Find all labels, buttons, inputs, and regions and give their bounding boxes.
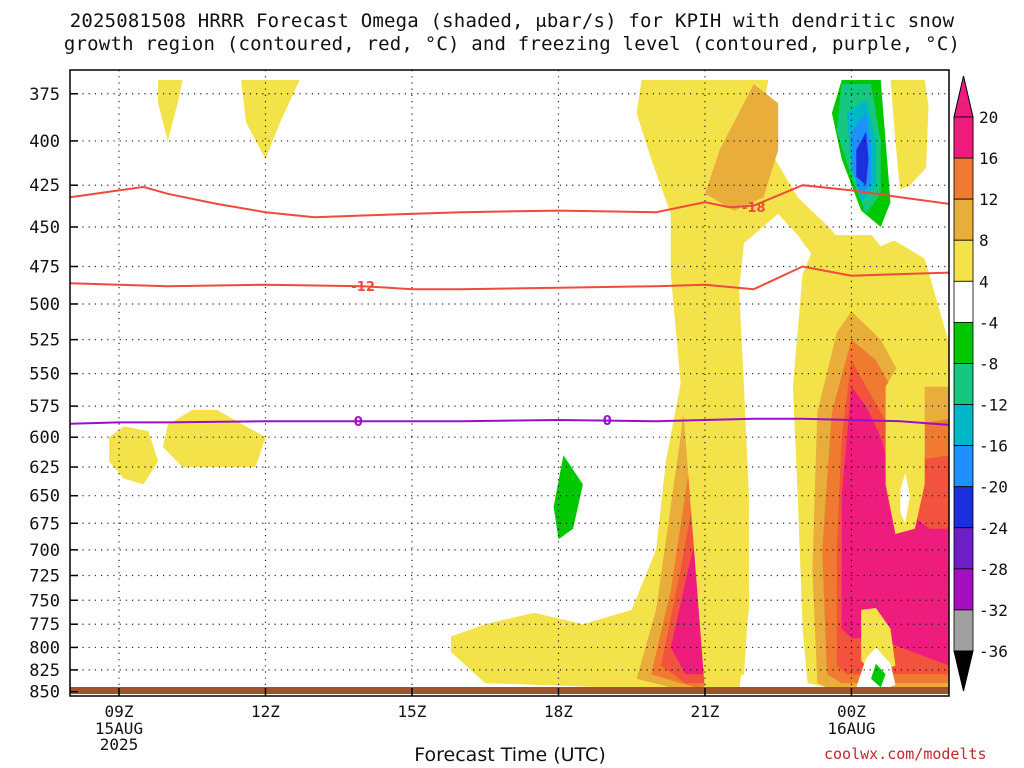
- colorbar-segment-1: [953, 157, 974, 200]
- site-credit: coolwx.com/modelts: [824, 745, 987, 763]
- colorbar-label--28: -28: [979, 560, 1008, 579]
- colorbar-bottom-arrow: [953, 650, 974, 692]
- y-tick-label-500: 500: [29, 295, 60, 315]
- colorbar-label-8: 8: [979, 231, 989, 250]
- omega-region-29: [924, 80, 949, 272]
- x-tick-label-09Z: 09Z: [105, 702, 134, 721]
- omega-region-31: [509, 271, 637, 563]
- colorbar-segment-9: [953, 486, 974, 529]
- colorbar-segment-8: [953, 445, 974, 488]
- y-tick-label-675: 675: [29, 514, 60, 534]
- colorbar-label--36: -36: [979, 642, 1008, 661]
- x-tick-label-21Z: 21Z: [691, 702, 720, 721]
- y-tick-label-550: 550: [29, 365, 60, 385]
- colorbar-label--24: -24: [979, 519, 1008, 538]
- omega-region-3: [241, 80, 300, 159]
- omega-region-18: [885, 353, 925, 534]
- colorbar-segment-3: [953, 239, 974, 282]
- colorbar-segment-10: [953, 527, 974, 570]
- omega-region-28: [856, 131, 869, 186]
- omega-region-5: [158, 549, 183, 622]
- colorbar-label-4: 4: [979, 272, 989, 291]
- contour-label-2: 0: [354, 415, 363, 430]
- x-tick-label-18Z: 18Z: [544, 702, 573, 721]
- dsgz-contour--12: [70, 265, 949, 291]
- x-axis-title: Forecast Time (UTC): [414, 744, 606, 766]
- colorbar-segment-7: [953, 404, 974, 447]
- colorbar-segment-4: [953, 280, 974, 323]
- y-tick-label-700: 700: [29, 541, 60, 561]
- y-tick-label-575: 575: [29, 397, 60, 417]
- x-tick-sublabel-00Z-0: 16AUG: [827, 719, 875, 738]
- x-tick-sublabel-09Z-0: 15AUG: [95, 719, 143, 738]
- colorbar-label-20: 20: [979, 108, 998, 127]
- colorbar-label--16: -16: [979, 437, 1008, 456]
- colorbar-segment-11: [953, 568, 974, 611]
- y-tick-label-625: 625: [29, 458, 60, 478]
- y-tick-label-800: 800: [29, 638, 60, 658]
- x-tick-sublabel-09Z-1: 2025: [100, 735, 139, 754]
- omega-region-0: [109, 426, 159, 485]
- omega-region-30: [900, 472, 910, 524]
- omega-region-11: [636, 80, 852, 692]
- freezing-level-contour-0: [70, 417, 949, 426]
- colorbar-segment-top: [953, 116, 974, 159]
- y-tick-label-725: 725: [29, 566, 60, 586]
- y-tick-label-425: 425: [29, 176, 60, 196]
- colorbar-segment-5: [953, 321, 974, 364]
- omega-region-1: [162, 409, 266, 467]
- y-tick-label-750: 750: [29, 591, 60, 611]
- x-tick-label-12Z: 12Z: [251, 702, 280, 721]
- colorbar-label--32: -32: [979, 601, 1008, 620]
- y-tick-label-650: 650: [29, 487, 60, 507]
- y-tick-label-850: 850: [29, 683, 60, 703]
- colorbar-segment-12: [953, 609, 974, 652]
- colorbar-label--20: -20: [979, 478, 1008, 497]
- omega-region-12: [705, 84, 779, 211]
- y-tick-label-375: 375: [29, 85, 60, 105]
- x-tick-label-00Z: 00Z: [837, 702, 866, 721]
- y-tick-label-400: 400: [29, 132, 60, 152]
- colorbar-segment-6: [953, 363, 974, 405]
- colorbar-label--12: -12: [979, 396, 1008, 415]
- chart-title-line-2: growth region (contoured, red, °C) and f…: [63, 33, 961, 55]
- y-tick-label-475: 475: [29, 257, 60, 277]
- colorbar-label-16: 16: [979, 149, 998, 168]
- colorbar-label-12: 12: [979, 190, 998, 209]
- contour-label-0: -18: [742, 201, 766, 216]
- y-tick-label-825: 825: [29, 661, 60, 681]
- ground-surface-band: [70, 687, 949, 694]
- colorbar-top-arrow: [953, 75, 974, 118]
- dsgz-contour--18: [70, 184, 949, 219]
- colorbar-label--4: -4: [979, 313, 998, 332]
- contour-label-1: -12: [351, 280, 375, 295]
- omega-region-21: [871, 663, 886, 688]
- colorbar-segment-2: [953, 198, 974, 241]
- y-tick-label-775: 775: [29, 615, 60, 635]
- contour-label-3: 0: [603, 414, 612, 429]
- y-tick-label-525: 525: [29, 331, 60, 351]
- y-tick-label-450: 450: [29, 218, 60, 238]
- omega-region-32: [553, 455, 583, 540]
- chart-title-line-1: 2025081508 HRRR Forecast Omega (shaded, …: [69, 10, 955, 32]
- x-tick-label-15Z: 15Z: [398, 702, 427, 721]
- plot-frame: [69, 69, 950, 697]
- colorbar-label--8: -8: [979, 354, 998, 373]
- omega-region-2: [158, 80, 183, 141]
- y-tick-label-600: 600: [29, 428, 60, 448]
